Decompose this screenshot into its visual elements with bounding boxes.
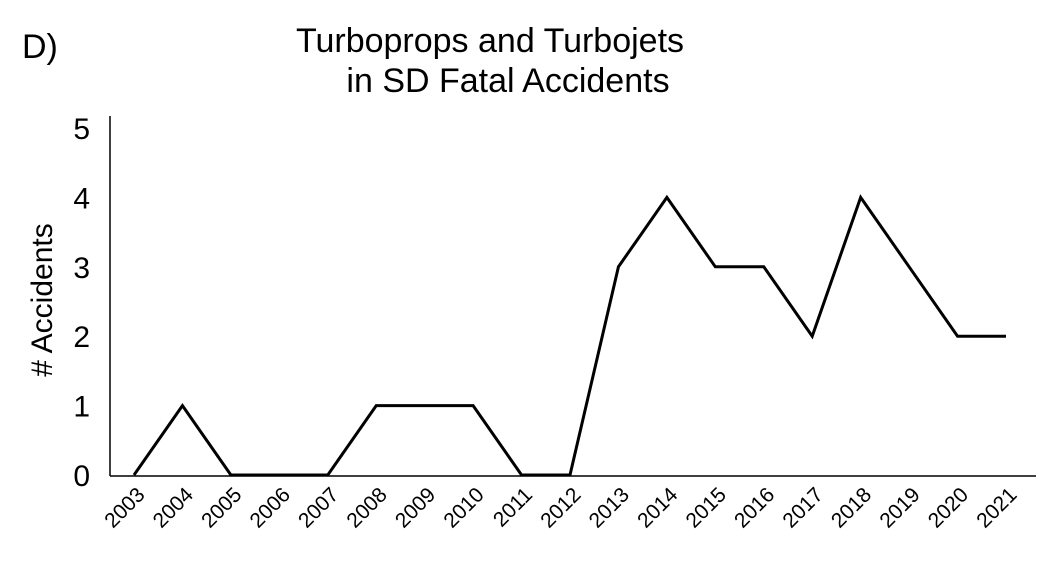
- x-tick-label: 2012: [536, 483, 585, 532]
- x-tick-label: 2017: [778, 483, 827, 532]
- y-tick-label: 3: [73, 252, 90, 285]
- y-tick-label: 0: [73, 460, 90, 493]
- x-tick-label: 2004: [149, 483, 199, 533]
- x-tick-label: 2020: [924, 483, 973, 532]
- x-tick-label: 2019: [875, 483, 924, 532]
- y-tick-label: 1: [73, 391, 90, 424]
- x-tick-label: 2021: [972, 483, 1021, 532]
- y-axis-label: # Accidents: [26, 223, 59, 376]
- x-tick-label: 2015: [682, 483, 731, 532]
- x-tick-label: 2005: [197, 483, 246, 532]
- y-tick-label: 5: [73, 113, 90, 146]
- series-line: [132, 194, 1006, 477]
- x-tick-label: 2003: [100, 483, 149, 532]
- x-tick-label: 2010: [439, 483, 488, 532]
- y-tick-label: 2: [73, 321, 90, 354]
- x-tick-label: 2014: [633, 483, 683, 533]
- y-tick-label: 4: [73, 182, 90, 215]
- x-tick-label: 2008: [342, 483, 391, 532]
- x-tick-label: 2009: [391, 483, 440, 532]
- x-tick-label: 2013: [585, 483, 634, 532]
- x-tick-label: 2006: [246, 483, 295, 532]
- x-tick-label: 2016: [730, 483, 779, 532]
- chart-title-line-2: in SD Fatal Accidents: [346, 62, 669, 100]
- x-tick-label: 2007: [294, 483, 343, 532]
- panel-label: D): [22, 28, 58, 66]
- chart-title-line-1: Turboprops and Turbojets: [296, 22, 684, 60]
- x-tick-label: 2011: [489, 483, 537, 531]
- x-tick-label: 2018: [827, 483, 876, 532]
